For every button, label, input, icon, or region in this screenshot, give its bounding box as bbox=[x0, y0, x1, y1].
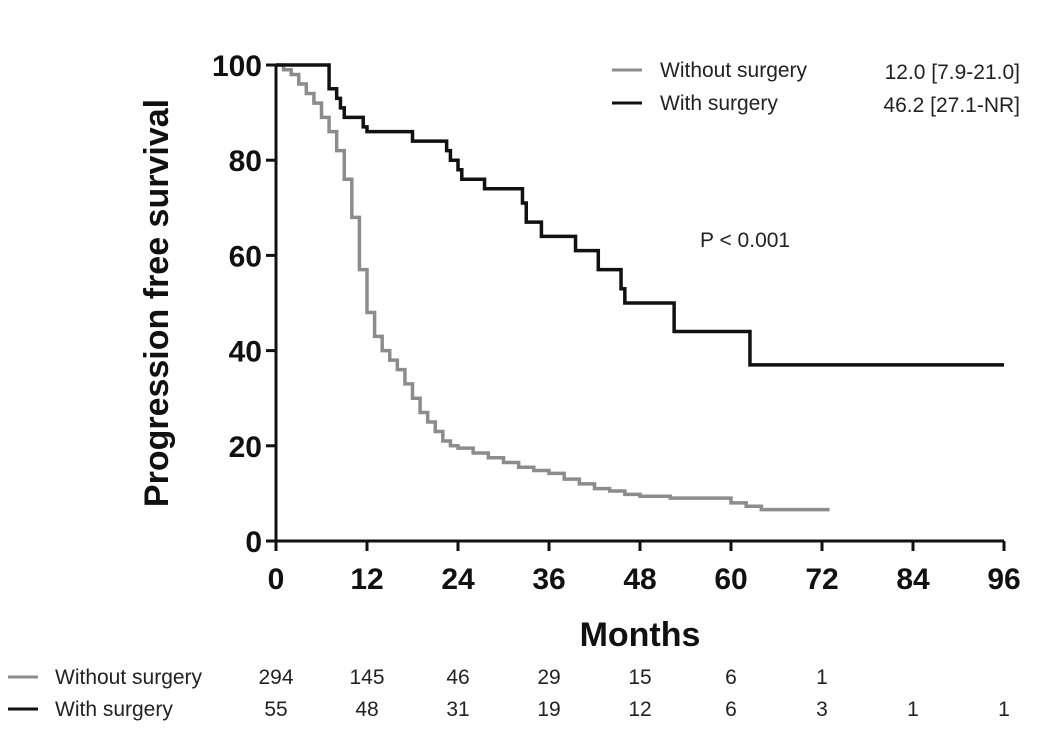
risk-row-label: Without surgery bbox=[55, 666, 203, 689]
x-tick-label: 72 bbox=[805, 563, 838, 596]
risk-count: 29 bbox=[537, 666, 560, 689]
y-axis-label: Progression free survival bbox=[138, 99, 176, 507]
series-line-without-surgery bbox=[276, 63, 830, 512]
y-tick-label: 60 bbox=[229, 240, 262, 273]
chart-axes: 0 20 40 60 80 100 0 12 24 36 48 60 72 84 96 bbox=[212, 50, 1021, 596]
risk-count: 1 bbox=[816, 666, 828, 689]
risk-table: Without surgery 294 145 46 29 15 6 1 With surger… bbox=[8, 666, 1010, 721]
risk-count: 1 bbox=[907, 698, 919, 721]
x-tick-label: 84 bbox=[896, 563, 930, 596]
y-tick-label: 40 bbox=[229, 336, 262, 369]
x-tick-label: 24 bbox=[441, 563, 475, 596]
series-line-with-surgery bbox=[276, 63, 1004, 367]
risk-count: 19 bbox=[537, 698, 560, 721]
risk-count: 31 bbox=[446, 698, 469, 721]
x-tick-label: 96 bbox=[987, 563, 1020, 596]
risk-count: 294 bbox=[258, 666, 293, 689]
risk-count: 48 bbox=[355, 698, 378, 721]
y-tick-label: 100 bbox=[212, 50, 262, 83]
x-ticks: 0 12 24 36 48 60 72 84 96 bbox=[268, 541, 1021, 596]
y-tick-label: 80 bbox=[229, 145, 262, 178]
legend-median: 46.2 [27.1-NR] bbox=[883, 94, 1020, 117]
x-axis-label: Months bbox=[580, 616, 701, 654]
legend-series-name: Without surgery bbox=[660, 59, 808, 82]
x-tick-label: 12 bbox=[350, 563, 383, 596]
legend: Without surgery 12.0 [7.9-21.0] With surge… bbox=[612, 59, 1020, 117]
p-value-annotation: P < 0.001 bbox=[700, 229, 790, 252]
y-ticks: 0 20 40 60 80 100 bbox=[212, 50, 276, 559]
risk-count: 6 bbox=[725, 666, 737, 689]
legend-series-name: With surgery bbox=[660, 92, 778, 115]
x-tick-label: 0 bbox=[268, 563, 285, 596]
risk-count: 55 bbox=[264, 698, 287, 721]
risk-count: 6 bbox=[725, 698, 737, 721]
risk-count: 1 bbox=[998, 698, 1010, 721]
series-layer bbox=[276, 63, 1004, 512]
risk-row-label: With surgery bbox=[55, 698, 173, 721]
x-tick-label: 60 bbox=[714, 563, 747, 596]
risk-count: 3 bbox=[816, 698, 828, 721]
risk-count: 15 bbox=[628, 666, 651, 689]
risk-count: 12 bbox=[628, 698, 651, 721]
legend-median: 12.0 [7.9-21.0] bbox=[885, 61, 1020, 84]
risk-count: 145 bbox=[349, 666, 384, 689]
y-tick-label: 20 bbox=[229, 431, 262, 464]
risk-count: 46 bbox=[446, 666, 469, 689]
x-tick-label: 36 bbox=[532, 563, 565, 596]
y-tick-label: 0 bbox=[245, 526, 262, 559]
x-tick-label: 48 bbox=[623, 563, 656, 596]
